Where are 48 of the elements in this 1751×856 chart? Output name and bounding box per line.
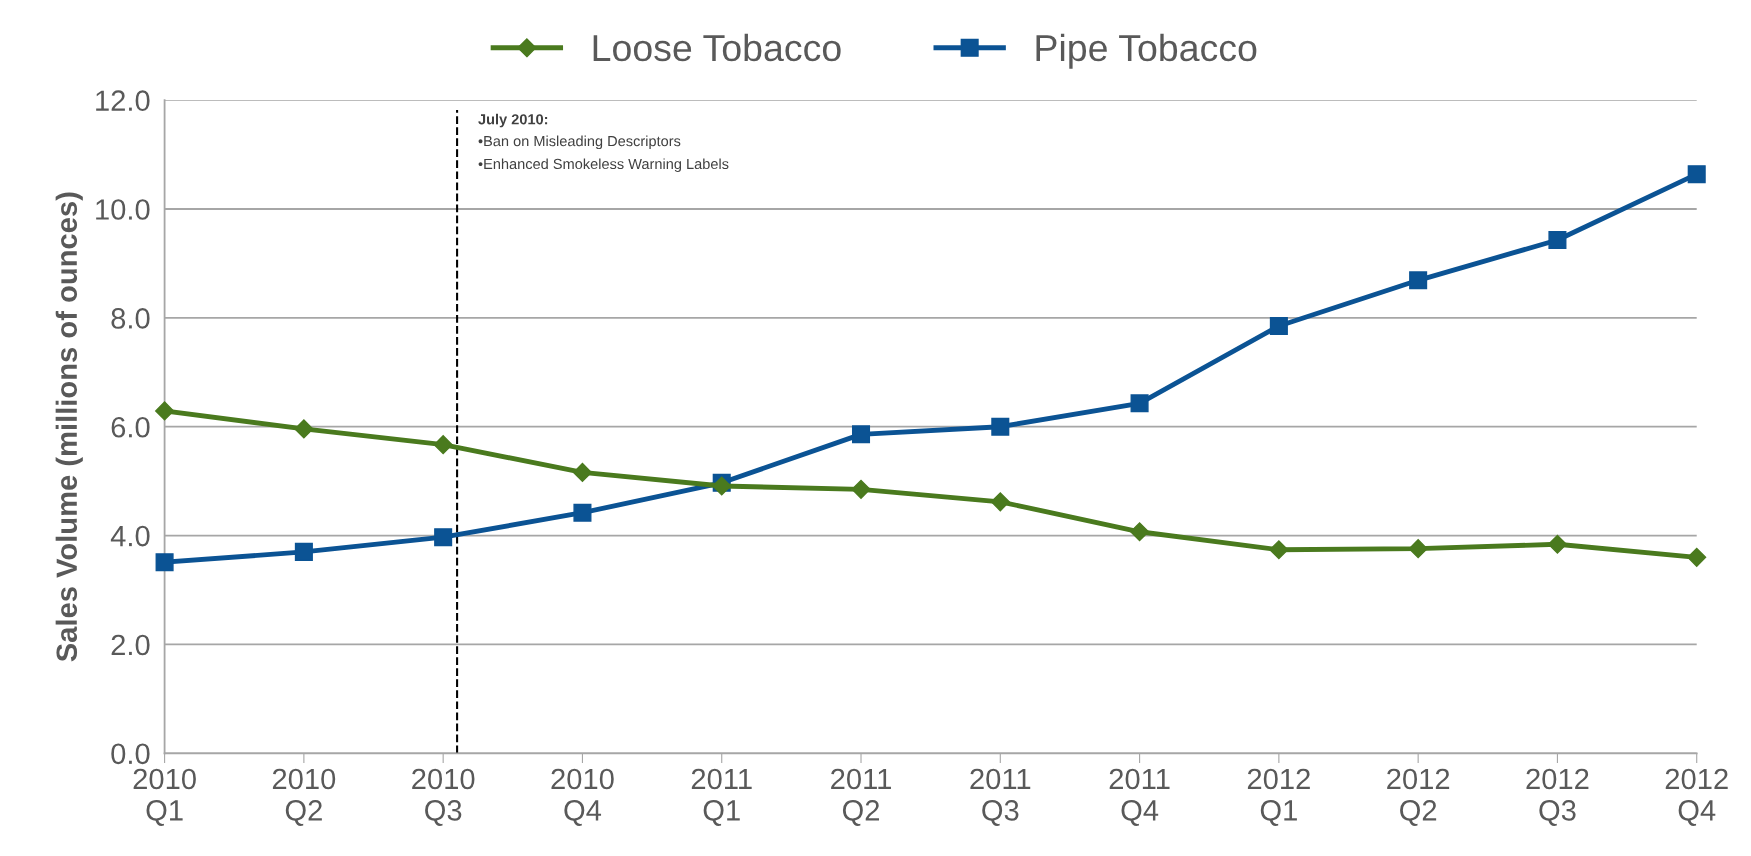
y-tick-label: 0.0 <box>111 743 150 765</box>
y-axis-title: Sales Volume (millions of ounces) <box>55 192 83 662</box>
legend-label: Pipe Tobacco <box>1036 33 1257 69</box>
point <box>573 503 592 522</box>
x-tick-label: 2011 Q2 <box>831 768 891 826</box>
y-tick-label: 8.0 <box>111 308 150 329</box>
point <box>1687 547 1707 567</box>
x-tick-label: 2010 Q3 <box>412 768 475 826</box>
point <box>433 435 453 455</box>
point <box>155 553 174 572</box>
point <box>434 528 453 547</box>
annotation: •Enhanced Smokeless Warning Labels <box>478 158 729 172</box>
y-tick-label: 4.0 <box>110 525 150 547</box>
x-tick-label: 2012 Q2 <box>1387 768 1450 826</box>
point <box>1130 522 1150 542</box>
point <box>990 492 1010 512</box>
point <box>991 417 1010 436</box>
x-tick-label: 2011 Q1 <box>691 768 752 826</box>
x-tick-label: 2010 Q2 <box>272 768 336 826</box>
x-tick-label: 2011 Q3 <box>970 768 1031 826</box>
point <box>1547 534 1567 554</box>
point <box>1269 316 1288 336</box>
y-tick-label: 2.0 <box>111 634 150 656</box>
point <box>851 425 871 444</box>
annotation: •Ban on Misleading Descriptors <box>478 135 681 150</box>
point <box>1130 394 1149 413</box>
point <box>1548 231 1567 250</box>
point <box>1687 165 1706 184</box>
point <box>1409 271 1428 290</box>
ref-line-label: July 2010: <box>478 113 548 128</box>
point <box>155 401 175 421</box>
legend-label: Loose Tobacco <box>593 33 841 62</box>
y-tick-label: 10.0 <box>96 199 150 220</box>
point <box>851 479 871 499</box>
point <box>1408 539 1428 559</box>
x-tick-label: 2012 Q3 <box>1526 768 1589 826</box>
x-tick-label: 2011 Q4 <box>1109 768 1170 826</box>
point <box>1269 540 1289 560</box>
point <box>572 462 592 482</box>
x-tick-label: 2012 Q4 <box>1665 768 1728 826</box>
x-tick-label: 2010 Q4 <box>551 768 614 826</box>
point <box>294 419 314 439</box>
y-tick-label: 12.0 <box>96 90 150 112</box>
point <box>294 542 313 561</box>
x-tick-label: 2010 Q1 <box>133 768 196 826</box>
point <box>712 476 732 496</box>
y-tick-label: 6.0 <box>111 416 150 438</box>
x-tick-label: 2012 Q1 <box>1247 768 1310 826</box>
